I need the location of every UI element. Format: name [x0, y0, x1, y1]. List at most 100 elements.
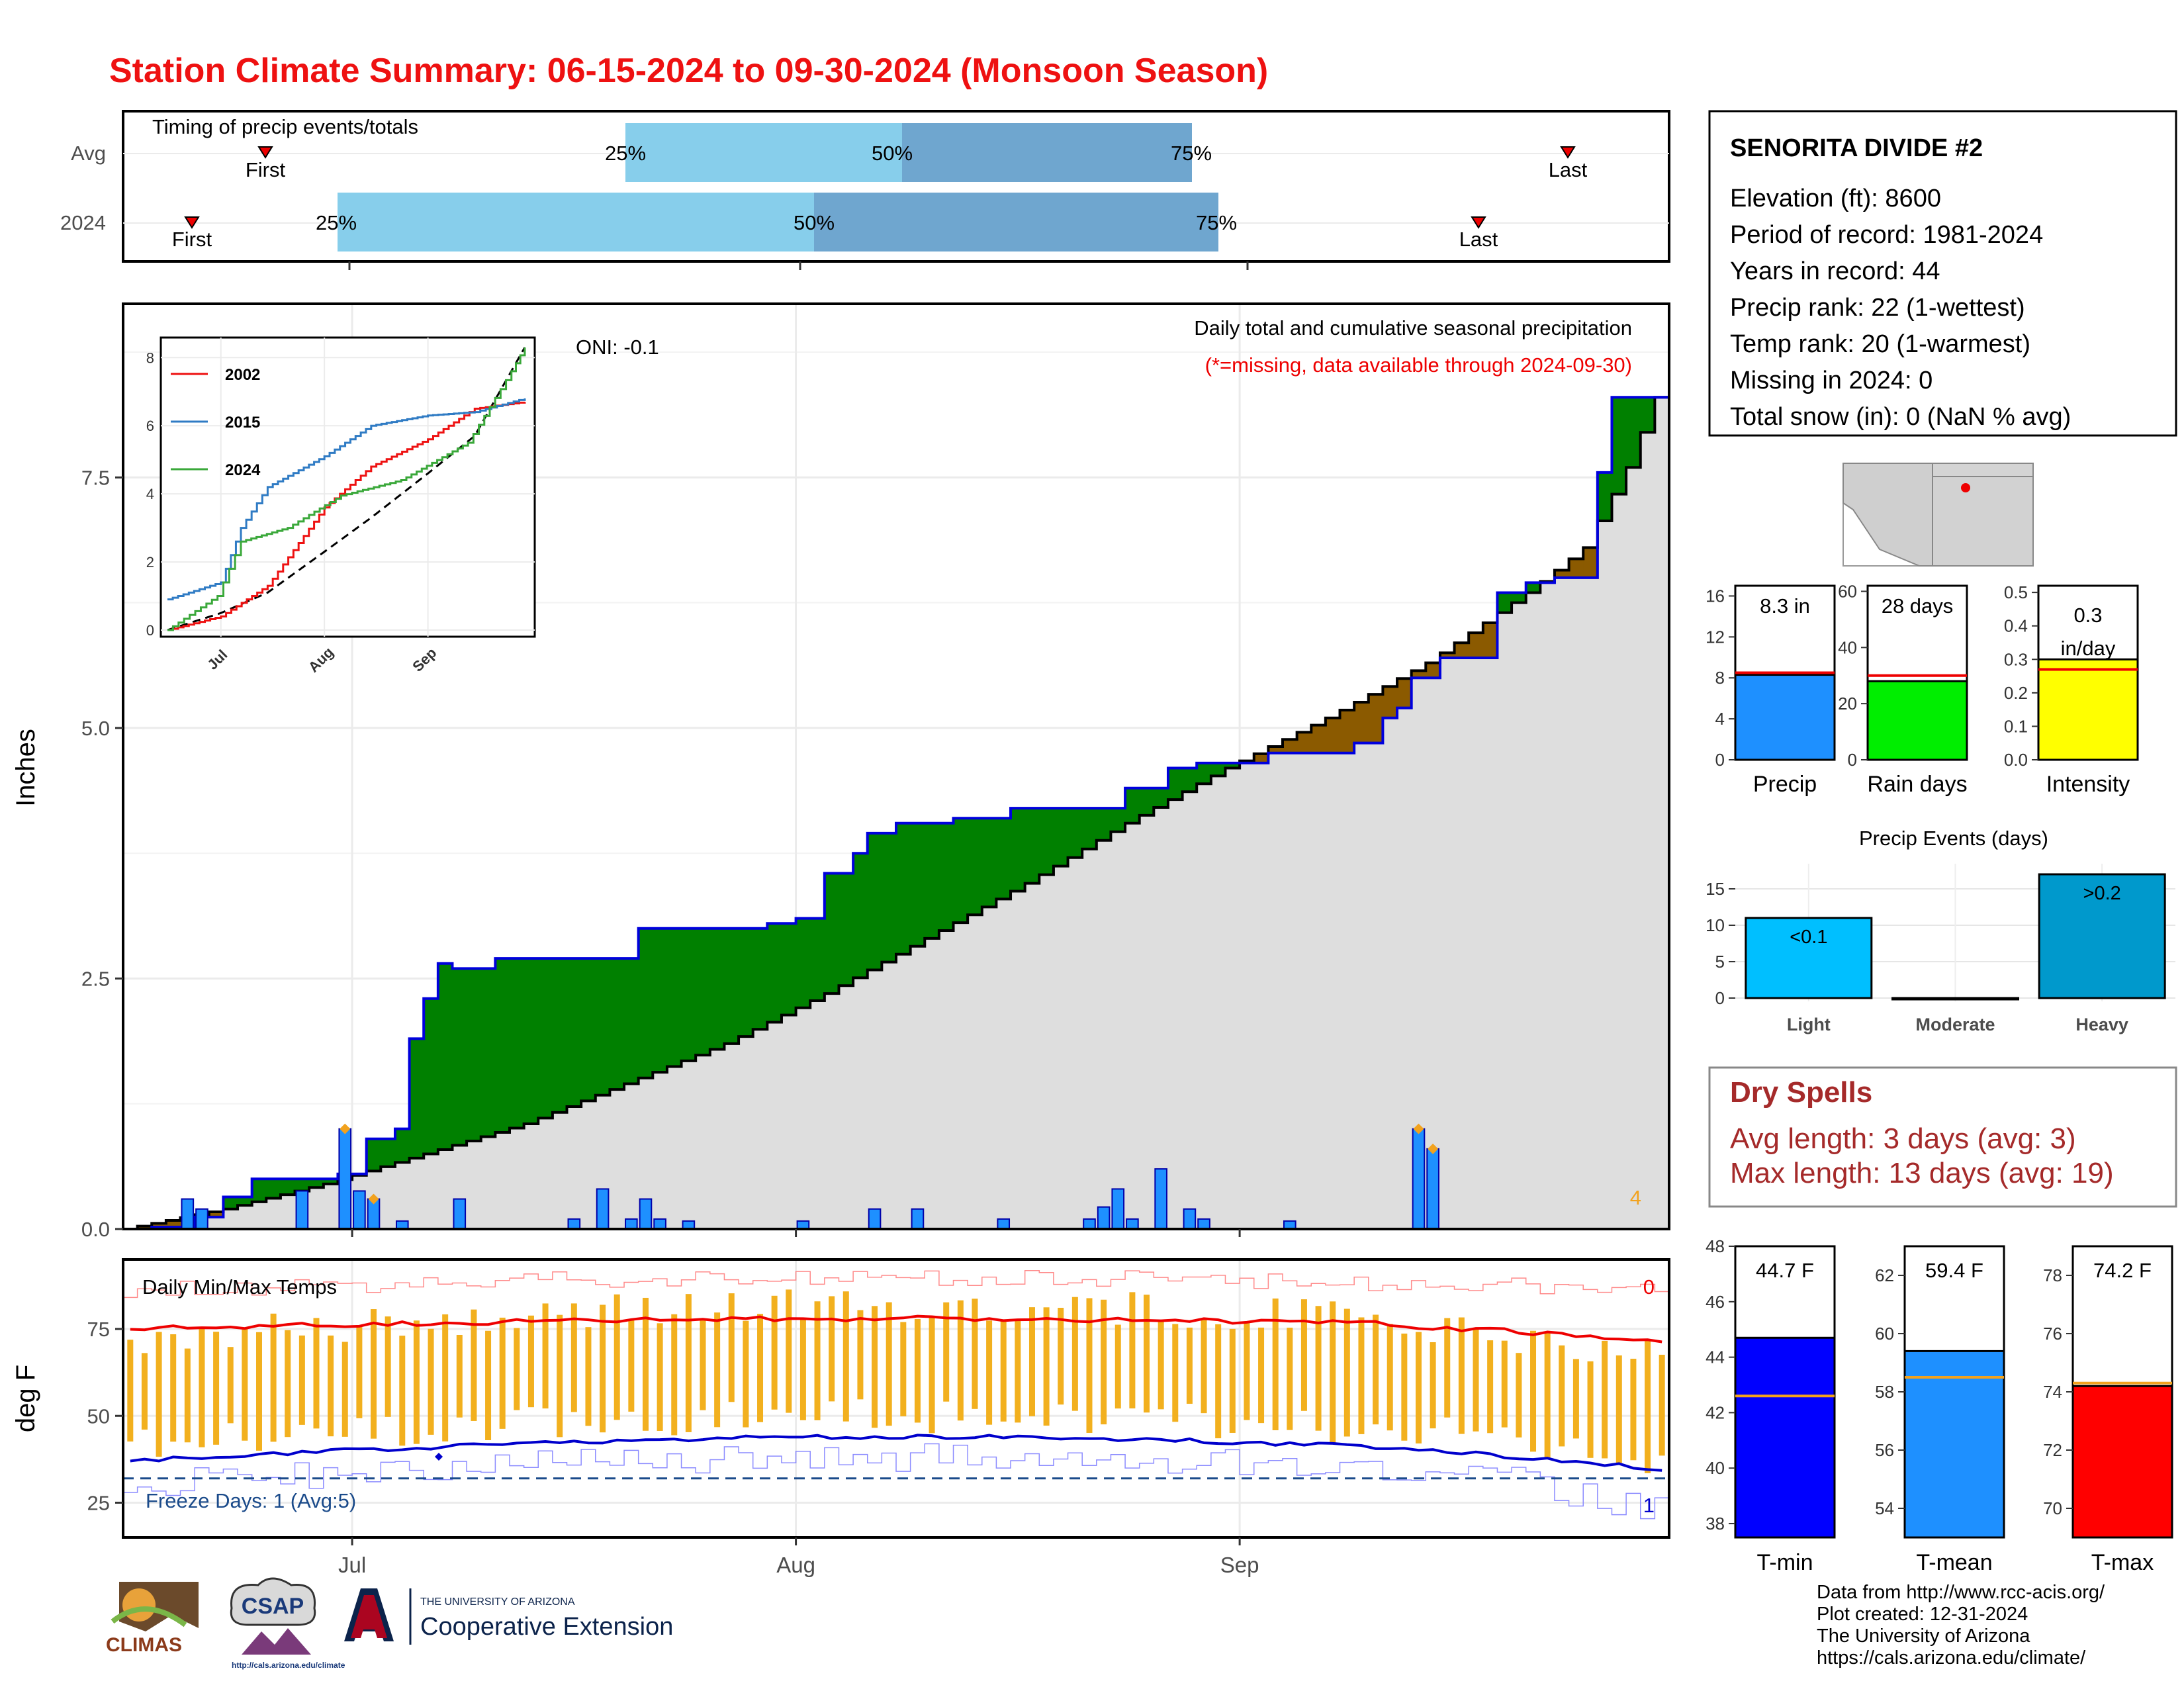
summary-bar-intensity — [2037, 658, 2139, 761]
temp-range-bar — [786, 1289, 792, 1413]
precip-events-title: Precip Events (days) — [1859, 827, 2048, 850]
daily-precip-bar — [997, 1218, 1011, 1230]
temp-range-bar — [1258, 1327, 1265, 1424]
difference-fill-segment — [208, 1212, 224, 1217]
temp-summary-bar-t-min — [1734, 1336, 1836, 1539]
timing-2024-first: First — [172, 228, 212, 251]
difference-fill-segment — [1497, 592, 1512, 613]
temp-range-bar — [585, 1327, 592, 1426]
difference-fill-segment — [896, 823, 911, 954]
precip-ytick-label: 5.0 — [81, 717, 110, 740]
timing-avg-q50: 50% — [872, 142, 913, 165]
difference-fill-segment — [266, 1179, 281, 1199]
timing-2024-q50-q75 — [814, 193, 1218, 251]
difference-fill-segment — [467, 968, 482, 1141]
difference-fill-segment — [1311, 725, 1326, 753]
summary-ytick-label: 0.0 — [2004, 750, 2028, 770]
temp-range-bar — [141, 1353, 148, 1430]
temp-record-min-line — [123, 1443, 1669, 1520]
temp-range-bar — [1458, 1317, 1465, 1434]
footer-credits: Data from http://www.rcc-acis.org/ Plot … — [1817, 1582, 2105, 1669]
difference-fill-segment — [366, 1138, 381, 1171]
difference-fill-segment — [394, 1128, 410, 1163]
summary-bar-precip — [1734, 674, 1836, 761]
difference-fill-segment — [1426, 663, 1441, 678]
daily-precip-bar — [596, 1188, 610, 1230]
difference-fill-segment — [938, 823, 954, 931]
temp-xtick-label: Aug — [776, 1553, 815, 1577]
difference-fill-segment — [1454, 643, 1469, 658]
temp-range-bar — [642, 1297, 649, 1431]
difference-fill-segment — [165, 1220, 181, 1227]
timing-2024-q25: 25% — [316, 211, 357, 234]
daily-precip-flag — [1428, 1143, 1439, 1154]
temp-range-bar — [614, 1294, 620, 1420]
summary-ytick-label: 20 — [1838, 694, 1857, 713]
difference-fill-segment — [1011, 808, 1026, 891]
temp-summary-bars: 38 40 42 44 46 48 44.7 F T-min 54 56 58 60 62 59.4 F T… — [1706, 1236, 2173, 1575]
difference-fill-segment — [1597, 472, 1613, 522]
temp-range-bar — [1158, 1320, 1164, 1410]
difference-fill-segment — [1612, 397, 1627, 494]
temp-xtick-label: Sep — [1220, 1553, 1259, 1577]
temp-range-bar — [542, 1303, 549, 1409]
climas-logo-text: CLIMAS — [106, 1634, 182, 1656]
timing-avg-q75: 75% — [1171, 142, 1212, 165]
chart-title: Station Climate Summary: 06-15-2024 to 0… — [109, 52, 1268, 90]
events-category-label: Heavy — [2075, 1015, 2128, 1034]
daily-precip-bar — [567, 1218, 581, 1230]
events-bar-heavy — [2038, 873, 2166, 999]
station-missing: Missing in 2024: 0 — [1730, 367, 1933, 394]
precip-ytick-label: 7.5 — [81, 466, 110, 489]
temp-range-bar — [485, 1330, 492, 1440]
inset-avg-line — [167, 347, 526, 631]
summary-label: Precip — [1753, 772, 1817, 797]
inset-ytick-label: 2 — [146, 554, 154, 571]
temp-summary-ytick-label: 38 — [1706, 1514, 1725, 1533]
temp-range-bar — [1387, 1324, 1393, 1431]
temp-range-bar — [1272, 1298, 1279, 1431]
temp-summary-ytick-label: 48 — [1706, 1236, 1725, 1256]
temp-range-bar — [900, 1322, 907, 1416]
difference-fill-segment — [1368, 694, 1384, 743]
temp-range-bar — [270, 1313, 277, 1442]
temp-range-bar — [1343, 1308, 1350, 1437]
station-period: Period of record: 1981-2024 — [1730, 221, 2043, 249]
summary-label: Rain days — [1867, 772, 1967, 797]
temp-summary-value: 44.7 F — [1756, 1259, 1814, 1282]
temp-range-bar — [184, 1348, 191, 1443]
difference-fill-segment — [510, 958, 525, 1128]
difference-fill-segment — [739, 928, 754, 1037]
difference-fill-segment — [480, 968, 496, 1137]
events-bar-light — [1745, 917, 1873, 999]
difference-fill-segment — [309, 1179, 324, 1188]
temp-range-bar — [1559, 1345, 1565, 1447]
events-category-label: Moderate — [1915, 1015, 1995, 1034]
inset-ytick-label: 4 — [146, 486, 154, 502]
climas-logo: CLIMAS — [106, 1582, 199, 1656]
temp-range-bar — [757, 1314, 764, 1422]
summary-ytick-label: 0.5 — [2004, 582, 2028, 602]
summary-ytick-label: 12 — [1706, 627, 1725, 647]
temp-range-bar — [1058, 1307, 1064, 1405]
difference-fill-segment — [1167, 768, 1183, 800]
summary-ytick-label: 0.4 — [2004, 616, 2028, 636]
temp-range-bar — [227, 1347, 234, 1424]
logo-row: CLIMAS CSAP http://cals.arizona.edu/clim… — [99, 1569, 761, 1674]
temp-range-bar — [371, 1309, 377, 1439]
temp-ylabel: deg F — [11, 1365, 40, 1432]
temp-range-bar — [972, 1299, 978, 1409]
difference-fill-segment — [1154, 788, 1169, 807]
temp-summary-bar-t-mean — [1903, 1349, 2005, 1539]
timing-avg-q50-q75 — [902, 123, 1192, 182]
daily-precip-bar — [1126, 1218, 1139, 1230]
temp-range-bar — [842, 1291, 849, 1422]
difference-fill-segment — [1096, 808, 1112, 841]
temp-range-bar — [829, 1296, 835, 1402]
difference-fill-segment — [724, 928, 739, 1044]
daily-precip-bar — [653, 1218, 666, 1230]
daily-precip-flag — [368, 1193, 379, 1205]
daily-precip-bar — [1111, 1188, 1125, 1230]
difference-fill-segment — [1024, 808, 1040, 884]
temp-range-bar — [1544, 1332, 1551, 1459]
